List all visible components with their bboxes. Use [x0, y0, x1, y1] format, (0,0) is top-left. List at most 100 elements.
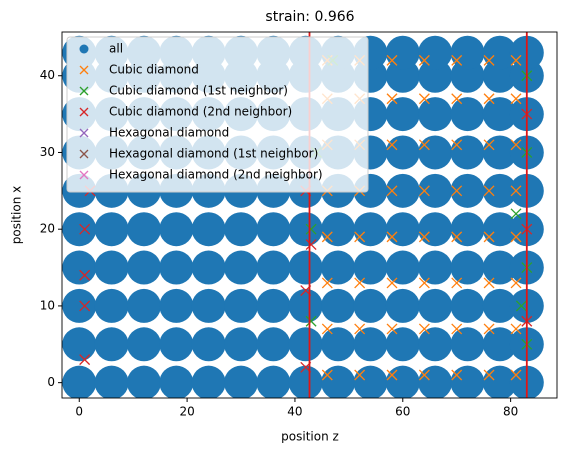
- cross-stroke: [79, 128, 89, 138]
- point: [79, 223, 91, 235]
- cross-stroke: [483, 185, 495, 197]
- point: [321, 369, 333, 381]
- cross-stroke: [386, 323, 398, 335]
- x-tick-label: 60: [395, 405, 410, 419]
- cross-stroke: [354, 323, 366, 335]
- cross-stroke: [305, 223, 317, 235]
- legend-marker: [79, 107, 89, 117]
- point: [305, 239, 317, 251]
- cross-stroke: [79, 300, 91, 312]
- point: [482, 250, 517, 285]
- point: [62, 212, 97, 247]
- cross-stroke: [79, 107, 89, 117]
- point: [321, 277, 333, 289]
- point: [450, 35, 485, 70]
- cross-stroke: [510, 139, 522, 151]
- legend-marker: [79, 86, 89, 96]
- legend-label: Cubic diamond (1st neighbor): [109, 84, 288, 98]
- point: [126, 250, 161, 285]
- legend-marker: [79, 44, 89, 54]
- cross-stroke: [79, 65, 89, 75]
- point: [159, 212, 194, 247]
- cross-stroke: [510, 323, 522, 335]
- point: [418, 139, 430, 151]
- point: [418, 135, 453, 170]
- cross-stroke: [386, 139, 398, 151]
- point: [450, 212, 485, 247]
- point: [321, 327, 356, 362]
- point: [451, 93, 463, 105]
- y-axis-label: position x: [10, 186, 24, 244]
- point: [385, 212, 420, 247]
- chart-title: strain: 0.966: [265, 9, 354, 25]
- point: [482, 135, 517, 170]
- point: [451, 185, 463, 197]
- cross-stroke: [451, 323, 463, 335]
- point: [385, 365, 420, 398]
- cross-stroke: [354, 277, 366, 289]
- cross-stroke: [418, 369, 430, 381]
- point: [451, 231, 463, 243]
- point: [79, 354, 91, 366]
- point: [62, 327, 97, 362]
- cross-stroke: [510, 54, 522, 66]
- cross-stroke: [510, 231, 522, 243]
- cross-stroke: [321, 323, 333, 335]
- point: [94, 288, 129, 323]
- point: [94, 250, 129, 285]
- point: [305, 223, 317, 235]
- point: [305, 315, 317, 327]
- point: [386, 139, 398, 151]
- point: [451, 277, 463, 289]
- point: [126, 365, 161, 398]
- point: [159, 327, 194, 362]
- point: [451, 139, 463, 151]
- point: [450, 173, 485, 208]
- point: [94, 327, 129, 362]
- cross-stroke: [510, 369, 522, 381]
- legend-marker: [79, 170, 89, 180]
- point: [450, 97, 485, 132]
- point: [418, 277, 430, 289]
- cross-stroke: [79, 223, 91, 235]
- point: [321, 212, 356, 247]
- point: [451, 323, 463, 335]
- cross-stroke: [418, 54, 430, 66]
- point: [510, 208, 522, 220]
- cross-stroke: [418, 231, 430, 243]
- point: [159, 250, 194, 285]
- point: [385, 135, 420, 170]
- point: [510, 231, 522, 243]
- cross-stroke: [386, 231, 398, 243]
- point: [224, 365, 259, 398]
- point: [321, 288, 356, 323]
- cross-stroke: [451, 231, 463, 243]
- point: [450, 327, 485, 362]
- point: [386, 93, 398, 105]
- cross-stroke: [354, 231, 366, 243]
- cross-stroke: [418, 323, 430, 335]
- cross-stroke: [354, 369, 366, 381]
- point: [353, 365, 388, 398]
- point: [386, 323, 398, 335]
- point: [354, 323, 366, 335]
- point: [418, 54, 430, 66]
- point: [224, 212, 259, 247]
- cross-stroke: [305, 239, 317, 251]
- point: [385, 35, 420, 70]
- point: [256, 365, 291, 398]
- point: [288, 212, 323, 247]
- point: [62, 250, 97, 285]
- point: [510, 93, 522, 105]
- y-tick-label: 30: [40, 145, 55, 159]
- cross-stroke: [451, 54, 463, 66]
- point: [418, 327, 453, 362]
- cross-stroke: [386, 93, 398, 105]
- point: [418, 288, 453, 323]
- y-tick-label: 40: [40, 68, 55, 82]
- x-tick-label: 40: [287, 405, 302, 419]
- point: [510, 54, 522, 66]
- point: [450, 288, 485, 323]
- point: [385, 250, 420, 285]
- point: [224, 327, 259, 362]
